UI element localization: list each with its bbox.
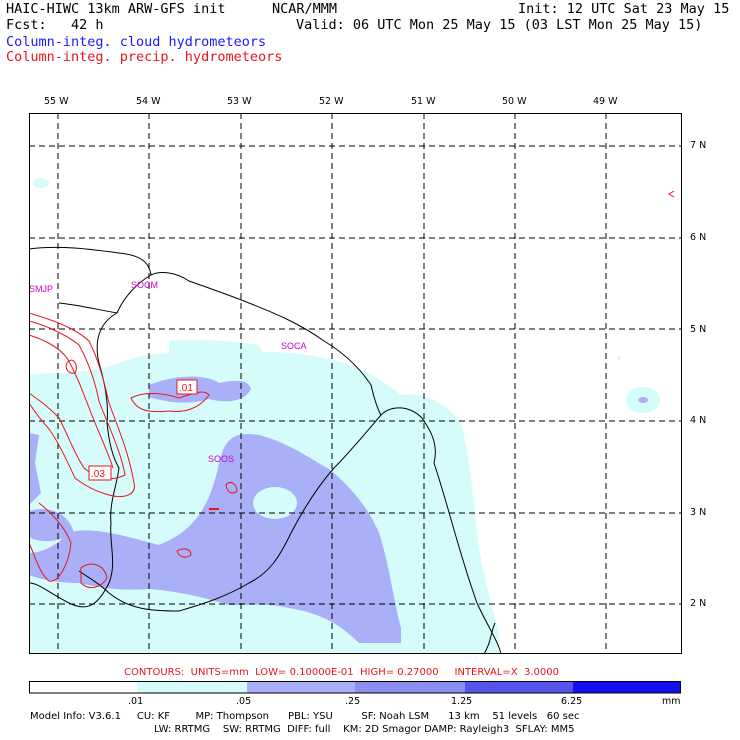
plot-title: HAIC-HIWC 13km ARW-GFS init: [6, 1, 226, 17]
station-labels: SMJP SOCM SOCA SOOS: [29, 280, 307, 464]
lat-label: 4 N: [690, 415, 707, 426]
colorbar-swatch: [465, 681, 573, 693]
model-info-line1: Model Info: V3.6.1 CU: KF MP: Thompson P…: [30, 711, 580, 722]
colorbar: [29, 681, 681, 694]
colorbar-swatch: [355, 681, 465, 693]
lon-label: 55 W: [44, 96, 69, 107]
station-label-soos: SOOS: [208, 454, 234, 464]
contour-label: .01: [179, 383, 193, 394]
model-info-line2: LW: RRTMG SW: RRTMG DIFF: full KM: 2D Sm…: [154, 724, 575, 735]
colorbar-tick: .05: [236, 696, 252, 707]
valid-time: Valid: 06 UTC Mon 25 May 15 (03 LST Mon …: [296, 17, 703, 33]
colorbar-unit: mm: [662, 696, 681, 707]
org-label: NCAR/MMM: [272, 1, 338, 17]
forecast-hour: Fcst: 42 h: [6, 17, 104, 33]
precip-contours: [29, 312, 238, 589]
station-label-socm: SOCM: [131, 280, 158, 290]
contour-labels: .01 .03: [88, 379, 198, 481]
lon-label: 52 W: [319, 96, 344, 107]
lat-lon-grid: [29, 113, 682, 654]
field-precip-label: Column-integ. precip. hydrometeors: [6, 49, 283, 65]
colorbar-tick: 6.25: [561, 696, 583, 707]
lat-label: 7 N: [690, 140, 707, 151]
station-label-soca: SOCA: [281, 341, 307, 351]
colorbar-swatch: [29, 681, 137, 693]
colorbar-swatch: [247, 681, 355, 693]
field-cloud-label: Column-integ. cloud hydrometeors: [6, 34, 267, 50]
colorbar-tick: .01: [128, 696, 144, 707]
colorbar-swatch: [573, 681, 681, 693]
contour-label: .03: [91, 469, 105, 480]
edge-marker: [668, 190, 675, 198]
coastline: [29, 246, 502, 654]
lat-label: 6 N: [690, 232, 707, 243]
colorbar-tick: .25: [345, 696, 361, 707]
lon-label: 54 W: [136, 96, 161, 107]
cloud-fill-mid: [29, 376, 648, 643]
lon-label: 51 W: [411, 96, 436, 107]
contour-info: CONTOURS: UNITS=mm LOW= 0.10000E-01 HIGH…: [124, 667, 559, 678]
station-label-smjp: SMJP: [29, 284, 53, 294]
colorbar-swatch: [137, 681, 247, 693]
map-panel: .01 .03 SMJP SOCM SOCA SOOS: [29, 113, 682, 654]
lon-label: 50 W: [502, 96, 527, 107]
lon-label: 49 W: [593, 96, 618, 107]
lon-label: 53 W: [227, 96, 252, 107]
init-time: Init: 12 UTC Sat 23 May 15: [518, 1, 730, 17]
colorbar-tick: 1.25: [451, 696, 473, 707]
lat-label: 2 N: [690, 598, 707, 609]
lat-label: 3 N: [690, 507, 707, 518]
lat-label: 5 N: [690, 324, 707, 335]
map-frame: [29, 113, 682, 654]
